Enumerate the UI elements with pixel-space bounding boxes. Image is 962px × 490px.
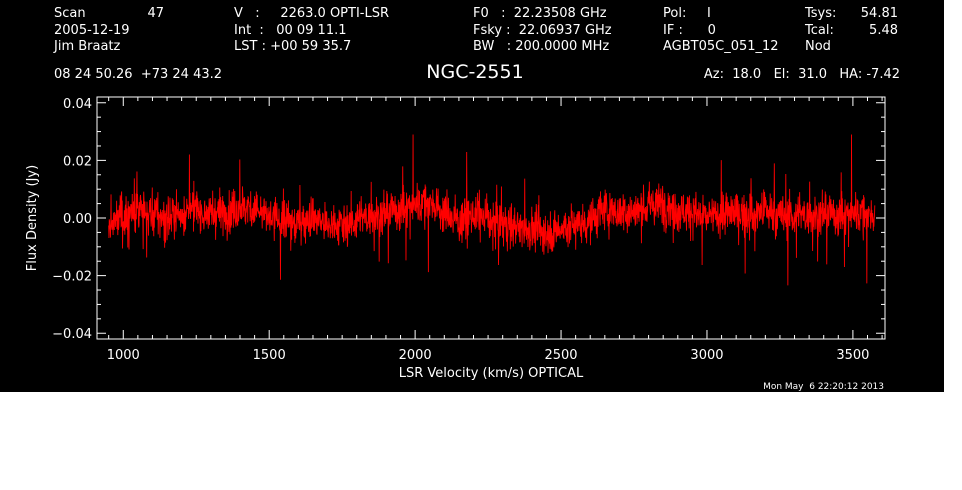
- observer-name: Jim Braatz: [54, 39, 121, 54]
- observation-date: 2005-12-19: [54, 23, 130, 38]
- x-tick-label: 2500: [544, 348, 577, 363]
- tcal-value: 5.48: [869, 23, 898, 38]
- x-tick-label: 1000: [107, 348, 140, 363]
- sky-frequency: Fsky : 22.06937 GHz: [473, 23, 612, 38]
- spectrum-trace-group: [108, 134, 876, 286]
- plot-timestamp: Mon May 6 22:20:12 2013: [763, 382, 884, 392]
- x-tick-label: 3000: [690, 348, 723, 363]
- spectrum-plot: 1000 1500 2000 2500 3000 3500 −0.04 −0.02 0.00 0.…: [25, 96, 886, 381]
- lst-time: LST : +00 59 35.7: [234, 39, 352, 54]
- az-el-ha: Az: 18.0 El: 31.0 HA: -7.42: [703, 67, 900, 82]
- polarization: Pol: I: [663, 6, 711, 21]
- bandwidth: BW : 200.0000 MHz: [473, 39, 610, 54]
- tsys-label: Tsys:: [805, 6, 837, 21]
- y-tick-label: 0.04: [63, 97, 92, 112]
- scan-label: Scan: [54, 6, 86, 21]
- source-name-title: NGC-2551: [426, 61, 524, 83]
- axis-ticks: 1000 1500 2000 2500 3000 3500 −0.04 −0.02 0.00 0.…: [52, 97, 885, 363]
- y-tick-label: −0.02: [52, 270, 92, 285]
- integration-time: Int : 00 09 11.1: [234, 23, 347, 38]
- x-axis-label: LSR Velocity (km/s) OPTICAL: [399, 366, 584, 381]
- project-id: AGBT05C_051_12: [663, 39, 779, 54]
- if-number: IF : 0: [663, 23, 716, 38]
- spectrum-line: [108, 134, 876, 286]
- x-tick-label: 3500: [836, 348, 869, 363]
- tsys-value: 54.81: [860, 6, 898, 21]
- velocity-line: V : 2263.0 OPTI-LSR: [234, 6, 390, 21]
- y-tick-label: 0.00: [63, 212, 92, 227]
- switching-mode: Nod: [805, 39, 831, 54]
- y-tick-label: −0.04: [52, 327, 92, 342]
- x-tick-label: 2000: [399, 348, 432, 363]
- y-tick-label: 0.02: [63, 154, 92, 169]
- x-tick-label: 1500: [253, 348, 286, 363]
- tcal-label: Tcal:: [805, 23, 834, 38]
- plot-panel: Scan 47 2005-12-19 Jim Braatz 08 24 50.2…: [0, 0, 944, 392]
- scan-number: 47: [147, 6, 164, 21]
- y-axis-label: Flux Density (Jy): [25, 165, 40, 271]
- ra-dec-coordinates: 08 24 50.26 +73 24 43.2: [54, 67, 223, 82]
- rest-frequency: F0 : 22.23508 GHz: [473, 6, 607, 21]
